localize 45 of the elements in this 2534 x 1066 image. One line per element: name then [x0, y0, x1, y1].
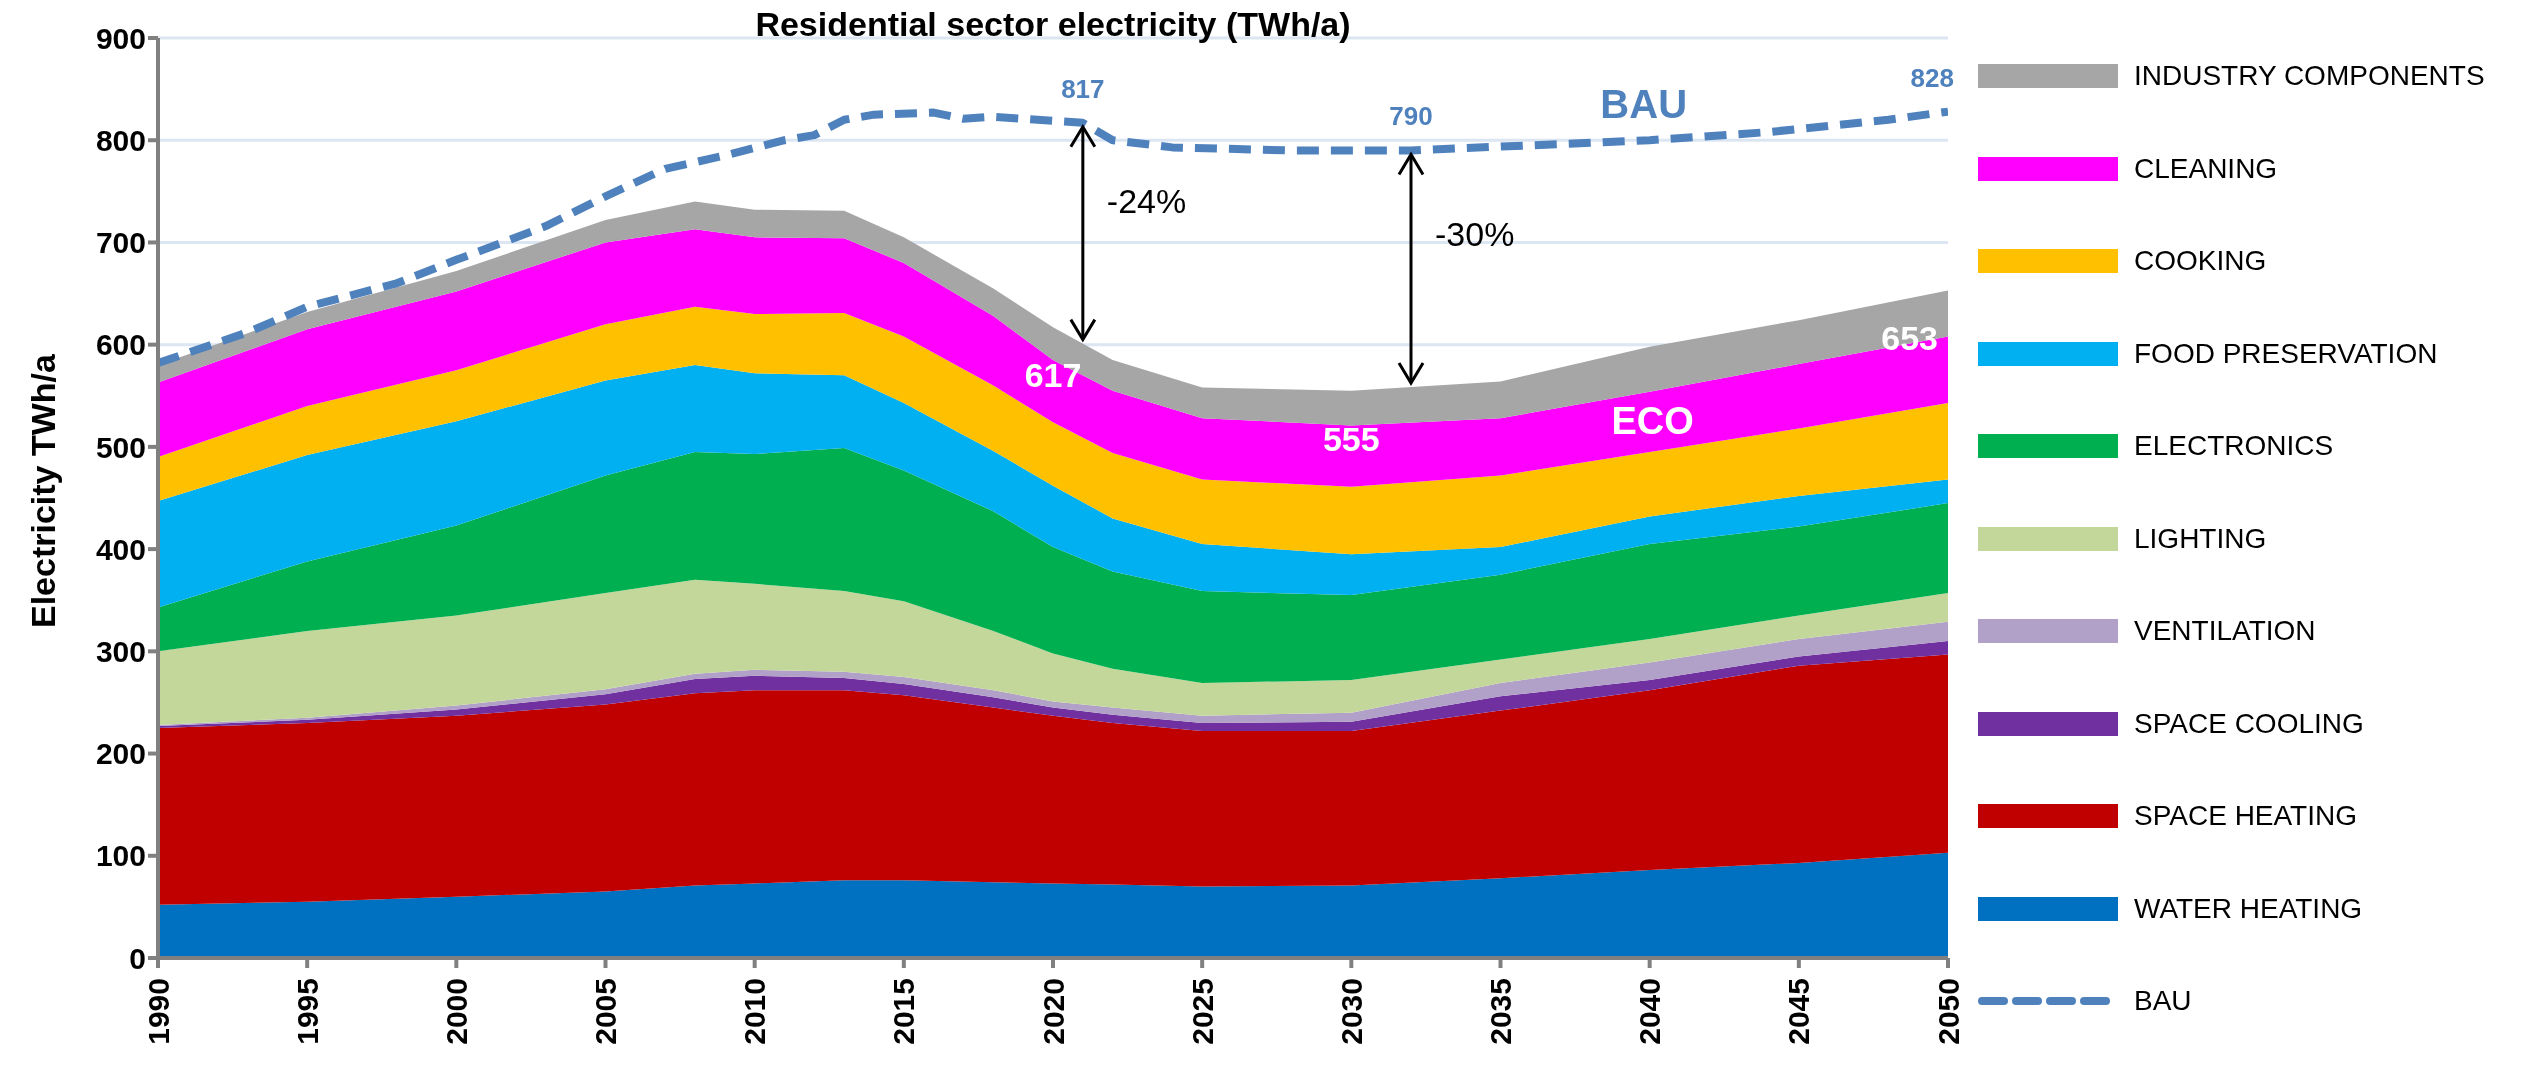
y-tick-label: 300 — [95, 634, 146, 668]
annotation: 617 — [1024, 356, 1082, 395]
annotation: -24% — [1106, 182, 1187, 221]
legend-label: WATER HEATING — [2134, 892, 2363, 925]
x-tick-label: 2010 — [738, 978, 772, 1045]
annotation: 828 — [1910, 62, 1954, 93]
y-tick-label: 800 — [95, 123, 146, 157]
x-tick-label: 2030 — [1334, 978, 1368, 1045]
x-tick-label: 1995 — [290, 978, 324, 1045]
y-tick-label: 0 — [129, 941, 146, 975]
x-tick-label: 2040 — [1633, 978, 1667, 1045]
y-axis-title: Electricity TWh/a — [24, 352, 63, 628]
x-tick-label: 2045 — [1782, 978, 1816, 1045]
annotation: -30% — [1435, 215, 1515, 254]
x-tick-label: 2020 — [1036, 978, 1070, 1045]
x-tick-label: 2035 — [1484, 978, 1517, 1045]
legend-label: BAU — [2134, 985, 2192, 1018]
y-tick-label: 900 — [95, 21, 146, 55]
annotation: 555 — [1322, 419, 1380, 458]
x-tick-label: 2050 — [1931, 978, 1965, 1045]
y-tick-label: 500 — [95, 430, 146, 464]
text: BAU — [1600, 82, 1688, 127]
annotation: 817 — [1061, 73, 1105, 104]
x-tick-label: 2025 — [1185, 978, 1219, 1045]
y-tick-label: 700 — [95, 226, 146, 260]
legend-label: CLEANING — [2134, 152, 2278, 185]
y-tick-label: 400 — [95, 532, 146, 566]
chart-title: Residential sector electricity (TWh/a) — [755, 5, 1351, 43]
x-tick-label: 2015 — [887, 978, 921, 1045]
x-tick-label: 1990 — [141, 978, 175, 1045]
legend-label: SPACE HEATING — [2134, 800, 2358, 833]
annotation: 790 — [1389, 101, 1433, 132]
annotation: ECO — [1611, 400, 1694, 443]
y-tick-label: 200 — [95, 737, 146, 771]
x-tick-label: 2005 — [589, 978, 622, 1045]
legend-label: FOOD PRESERVATION — [2134, 337, 2438, 370]
legend-label: COOKING — [2134, 245, 2267, 278]
legend-label: VENTILATION — [2134, 615, 2316, 648]
legend-label: ELECTRONICS — [2134, 430, 2334, 463]
legend-label: SPACE COOLING — [2134, 707, 2364, 740]
legend-label: INDUSTRY COMPONENTS — [2134, 60, 2485, 93]
y-tick-label: 600 — [95, 328, 146, 362]
x-tick-label: 2000 — [439, 978, 473, 1045]
y-tick-label: 100 — [95, 839, 146, 873]
legend-label: LIGHTING — [2134, 522, 2267, 555]
